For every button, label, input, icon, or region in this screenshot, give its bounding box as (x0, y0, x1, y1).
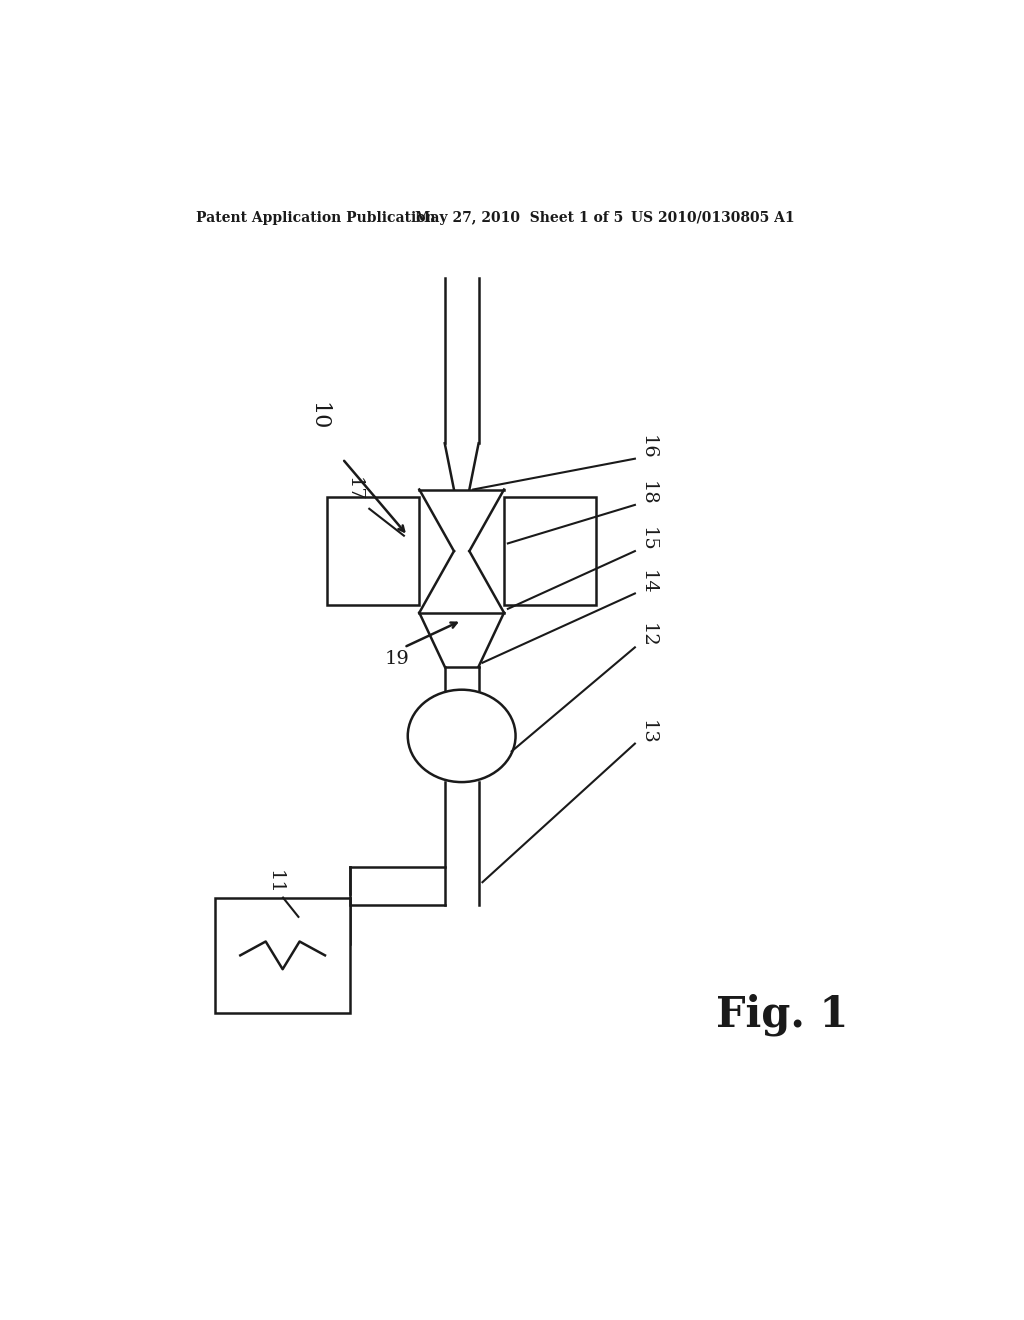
Text: US 2010/0130805 A1: US 2010/0130805 A1 (631, 211, 795, 224)
Text: 15: 15 (639, 527, 656, 552)
Text: 17: 17 (345, 477, 362, 502)
Bar (327, 498, 419, 605)
Text: 12: 12 (639, 623, 656, 648)
Text: 13: 13 (639, 719, 656, 744)
Text: 10: 10 (307, 403, 330, 430)
Ellipse shape (408, 689, 515, 781)
Text: 11: 11 (265, 870, 284, 895)
Text: 19: 19 (385, 649, 410, 668)
Text: 14: 14 (639, 569, 656, 594)
Bar (215, 898, 350, 1014)
Bar (504, 498, 596, 605)
Text: 16: 16 (639, 434, 656, 459)
Text: Patent Application Publication: Patent Application Publication (196, 211, 435, 224)
Text: 18: 18 (639, 480, 656, 506)
Text: Fig. 1: Fig. 1 (716, 994, 848, 1036)
Text: May 27, 2010  Sheet 1 of 5: May 27, 2010 Sheet 1 of 5 (416, 211, 624, 224)
